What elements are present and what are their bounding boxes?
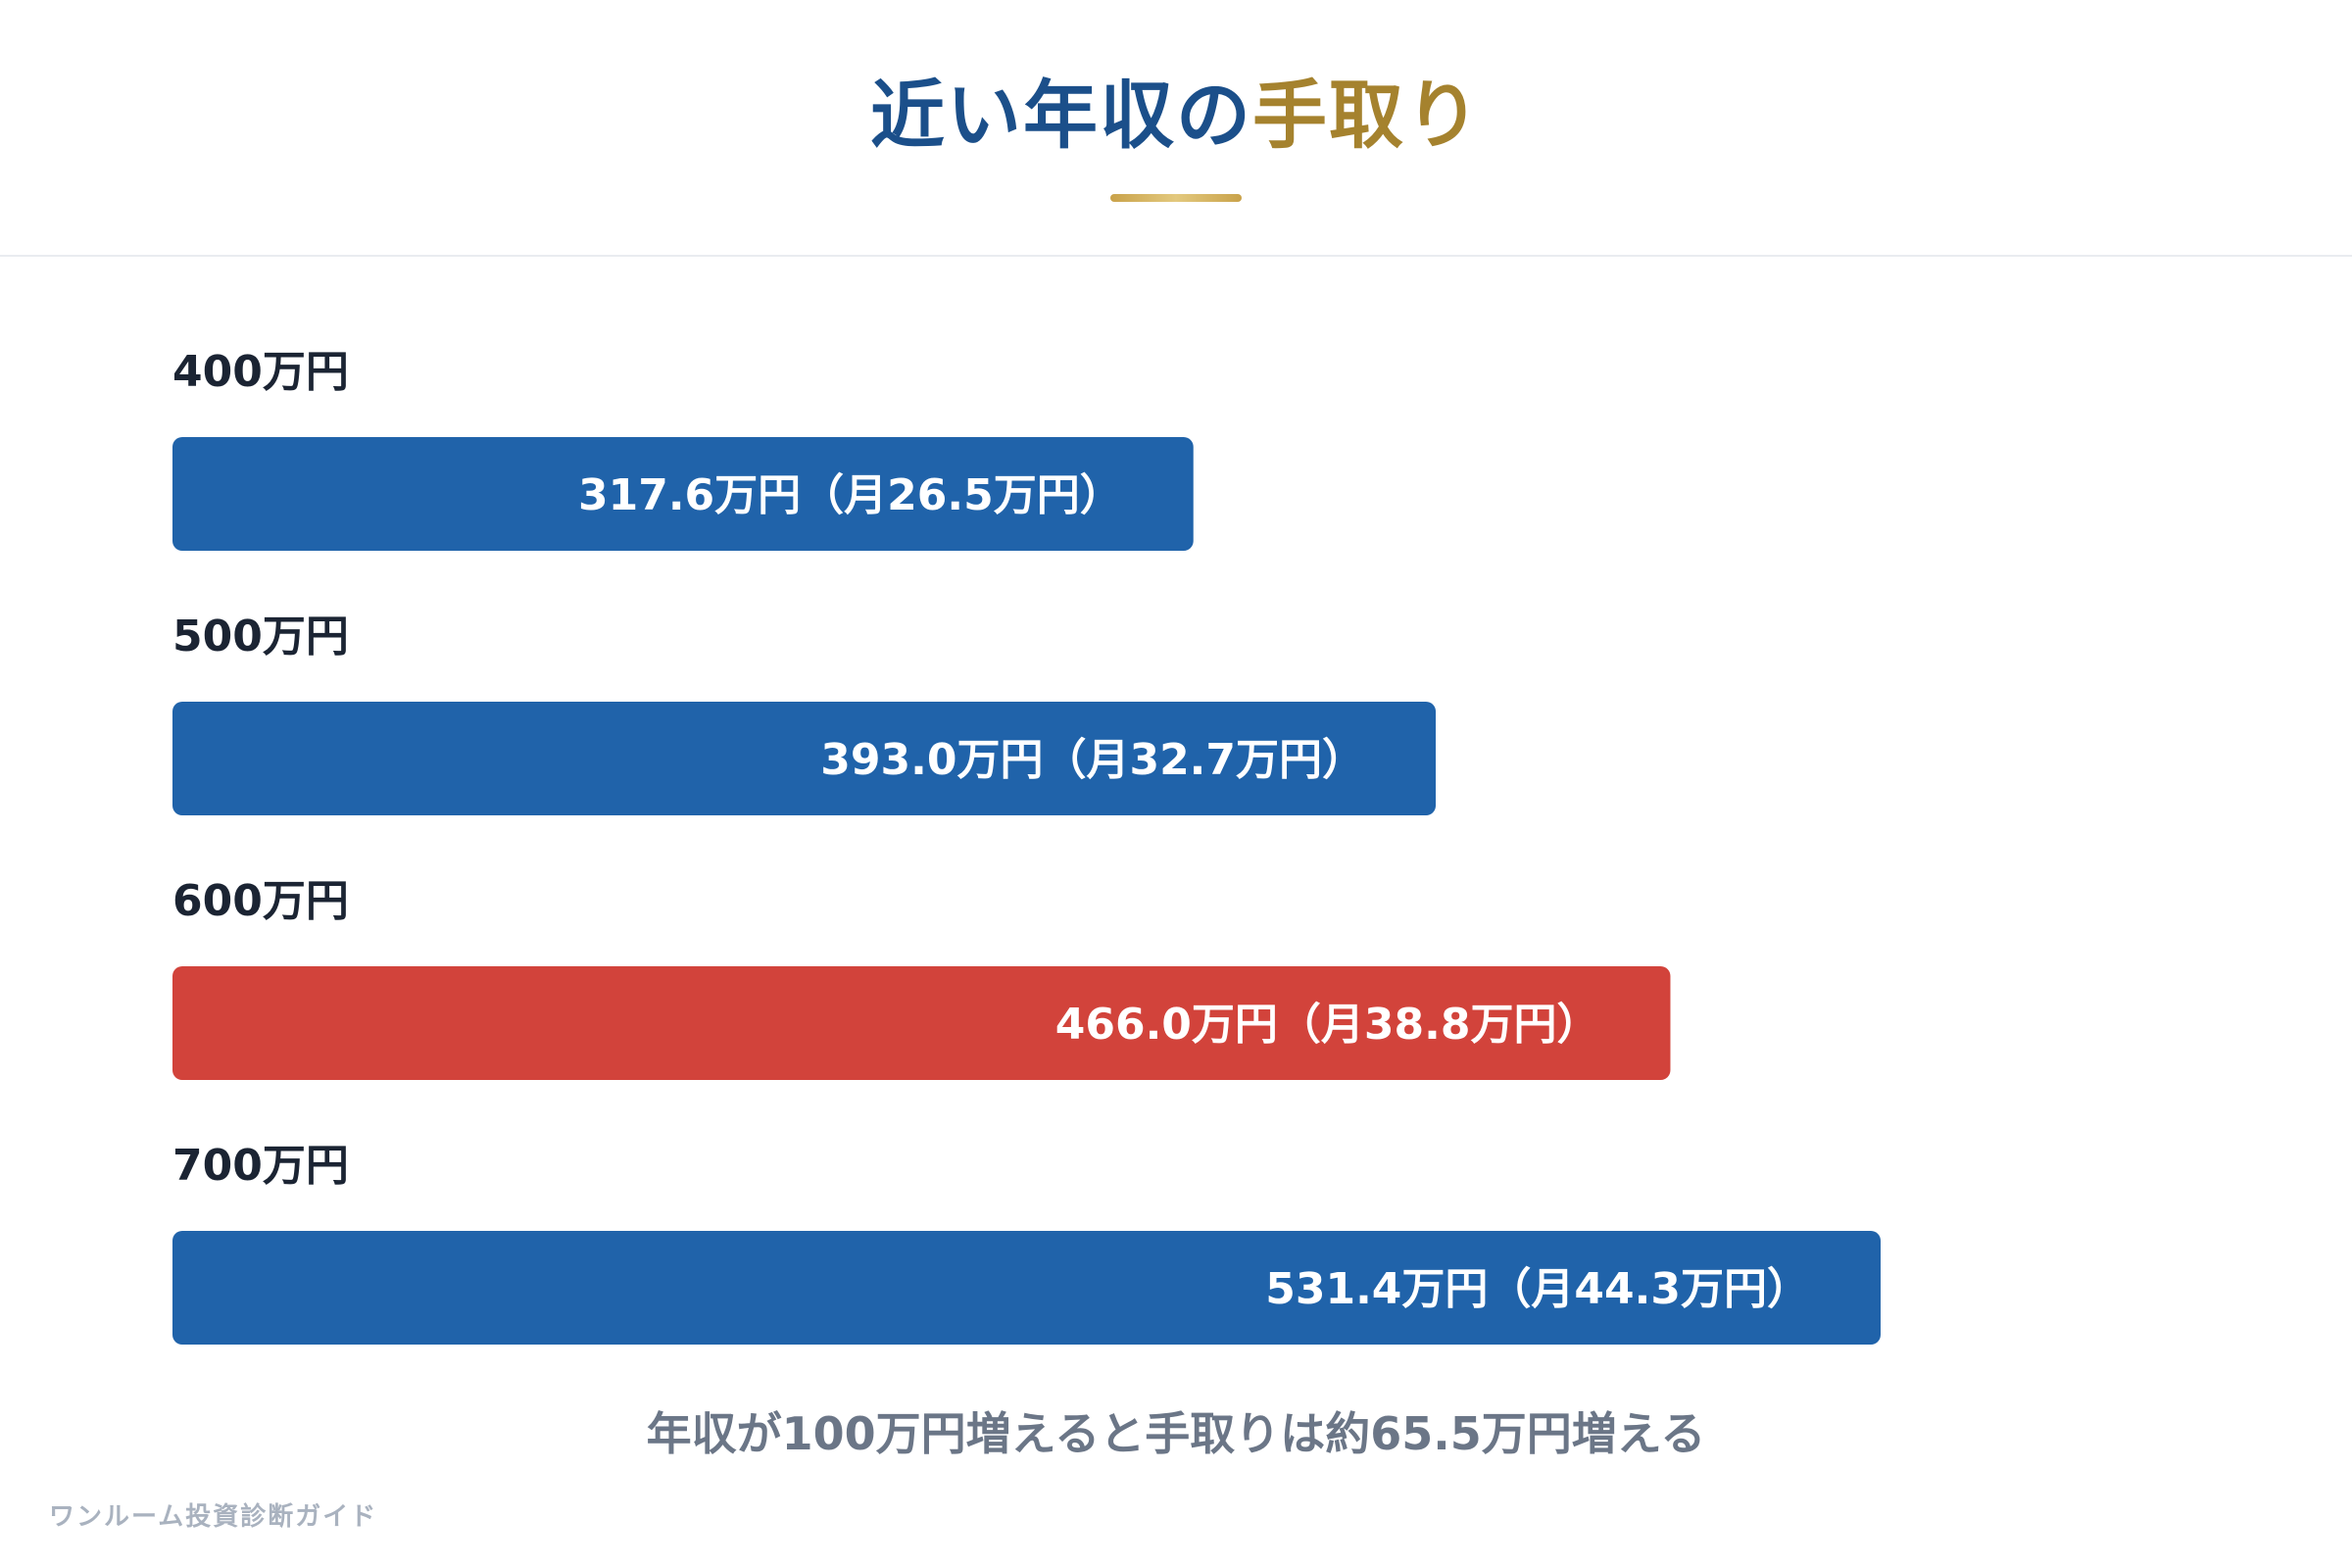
category-label: 600万円 bbox=[172, 876, 349, 926]
title-accent: 手取り bbox=[1252, 72, 1482, 159]
category-label: 700万円 bbox=[172, 1141, 349, 1191]
bar bbox=[172, 702, 1437, 815]
category-label: 400万円 bbox=[172, 347, 349, 397]
bar-value-label: 393.0万円（月32.7万円） bbox=[820, 735, 1365, 785]
category-label: 500万円 bbox=[172, 612, 349, 662]
page-title: 近い年収の手取り bbox=[0, 67, 2352, 165]
title-main: 近い年収の bbox=[870, 72, 1252, 159]
bar-highlighted bbox=[172, 966, 1671, 1080]
title-underline bbox=[1110, 194, 1242, 202]
bar-value-label: 466.0万円（月38.8万円） bbox=[1055, 1000, 1600, 1050]
bar-value-label: 531.4万円（月44.3万円） bbox=[1265, 1264, 1810, 1314]
header: 近い年収の手取り bbox=[0, 0, 2352, 257]
bar bbox=[172, 1231, 1881, 1345]
bar-chart: 400万円 317.6万円（月26.5万円） 500万円 393.0万円（月32.7万… bbox=[172, 347, 1881, 1345]
summary-text: 年収が100万円増えると手取りは約65.5万円増える bbox=[646, 1407, 1706, 1460]
footer-brand: ワンルーム投資診断ガイド bbox=[49, 1502, 378, 1532]
bar bbox=[172, 437, 1194, 551]
bar-value-label: 317.6万円（月26.5万円） bbox=[578, 470, 1123, 520]
